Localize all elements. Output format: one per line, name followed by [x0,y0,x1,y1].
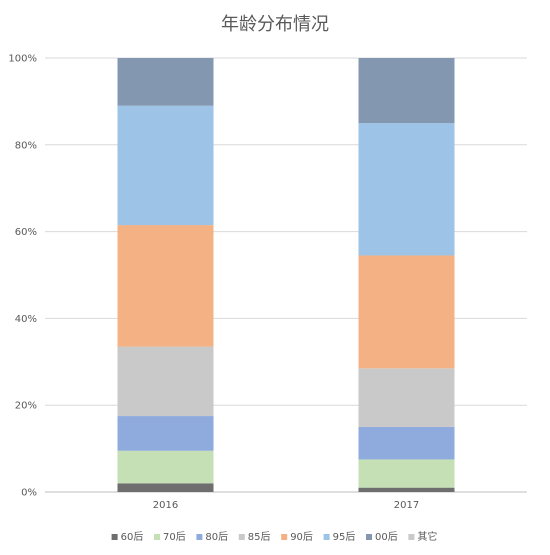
x-tick-label: 2016 [153,500,178,511]
legend-swatch [111,534,118,540]
y-tick-label: 100% [8,54,37,65]
bar-segment [117,58,214,106]
x-tick-label: 2017 [394,500,419,511]
bar-segment [117,416,214,451]
bar-segment [358,255,455,369]
bar-segment [358,487,455,492]
legend-label: 80后 [205,531,228,543]
y-tick-label: 0% [21,488,37,499]
legend-swatch [408,534,415,540]
legend-label: 85后 [248,531,271,543]
legend-swatch [196,534,203,540]
bar-segment [117,450,214,484]
y-tick-label: 20% [15,401,37,412]
legend-label: 90后 [290,531,313,543]
legend-label: 00后 [375,531,398,543]
bar-segment [358,459,455,488]
chart-title: 年龄分布情况 [221,14,329,35]
legend-label: 60后 [121,531,144,543]
legend-swatch [323,534,330,540]
legend-swatch [366,534,372,540]
y-tick-label: 80% [15,140,37,151]
legend-swatch [154,534,160,540]
y-tick-label: 40% [15,314,37,325]
bar-segment [117,105,214,226]
bar-segment [358,368,455,427]
bar-segment [358,123,455,256]
bar-segment [117,346,214,417]
bar-segment [117,225,214,347]
bar-segment [117,483,214,492]
bar-segment [358,426,455,460]
legend-label: 其它 [417,530,437,543]
legend-swatch [281,534,288,540]
bar-segment [358,58,455,124]
legend-label: 70后 [163,531,186,543]
legend-swatch [238,534,245,540]
legend-label: 95后 [333,531,356,543]
y-tick-label: 60% [15,227,37,238]
